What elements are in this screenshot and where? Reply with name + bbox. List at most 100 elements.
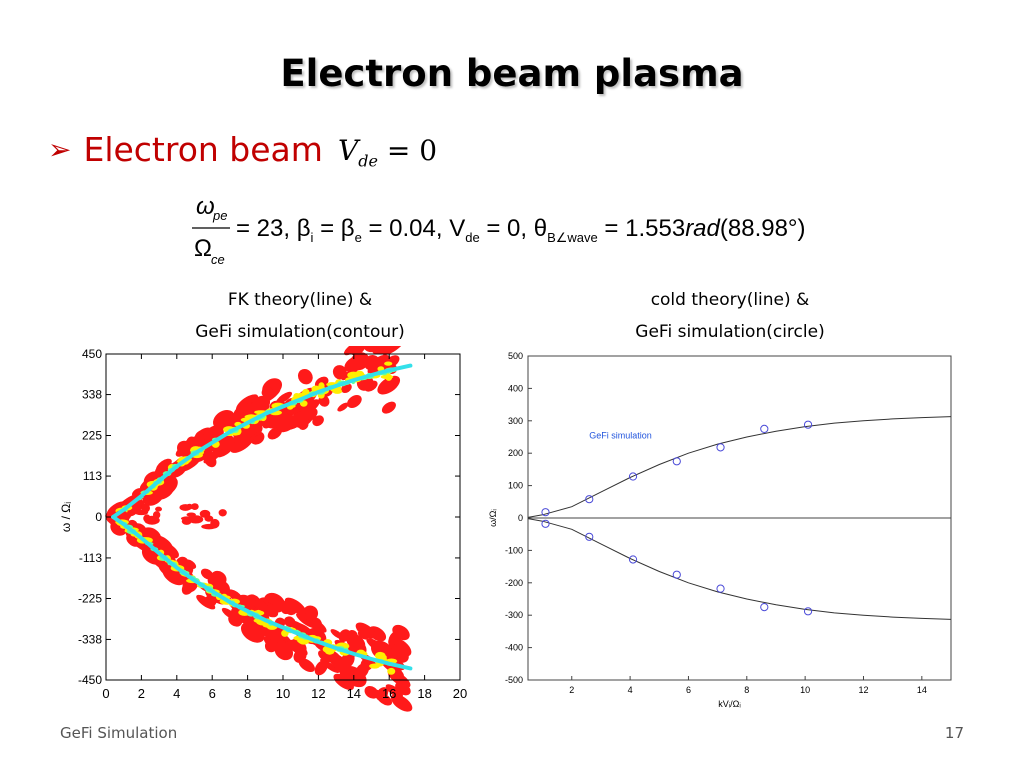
contour-blob-red: [228, 411, 249, 427]
contour-blob-red: [155, 506, 162, 512]
contour-blob-red: [181, 517, 192, 525]
left-caption-line1: FK theory(line) &: [227, 290, 373, 310]
contour-blob-red: [195, 430, 205, 439]
arrow-bullet-icon: ➢: [48, 133, 72, 166]
param-rad: rad: [685, 215, 720, 242]
y-tick-label: 113: [83, 469, 102, 483]
y-tick-label: -400: [505, 643, 523, 653]
x-tick-label: 4: [173, 686, 180, 701]
contour-blob-red: [181, 580, 195, 595]
param-eq5: = 1.553: [598, 215, 685, 242]
data-point-lower: [672, 570, 681, 579]
frac-denominator-sub: ce: [211, 252, 225, 267]
vde-rhs: = 0: [386, 134, 438, 167]
x-tick-label: 2: [138, 686, 145, 701]
contour-blob-red: [130, 538, 152, 554]
x-tick-label: 6: [209, 686, 216, 701]
theory-line-lower: [527, 518, 952, 620]
contour-blob-red: [330, 629, 344, 639]
param-deg: (88.98°): [720, 215, 806, 242]
data-point-lower: [803, 607, 813, 616]
contour-blob-red: [284, 616, 296, 628]
contour-blob-red: [389, 647, 406, 662]
data-point-lower: [541, 519, 550, 528]
contour-blob-red: [190, 503, 199, 510]
page-number: 17: [944, 724, 964, 742]
svg-text:= 23, βi = βe = 0.04, Vde = 0,: = 23, βi = βe = 0.04, Vde = 0, θB∠wave =…: [236, 215, 806, 245]
contour-blob-red: [201, 523, 217, 530]
y-tick-label: -338: [78, 632, 102, 646]
x-tick-label: 2: [569, 685, 574, 695]
left-caption-line2: GeFi simulation(contour): [195, 322, 405, 342]
contour-blob-red: [302, 605, 319, 621]
frac-numerator: ω: [196, 193, 215, 220]
data-point-upper: [585, 495, 594, 504]
footer-label: GeFi Simulation: [60, 724, 178, 742]
contour-blob-red: [314, 660, 328, 676]
contour-blob-red: [333, 658, 345, 670]
contour-blob-red: [385, 684, 403, 698]
contour-blob-red: [196, 594, 216, 610]
y-tick-label: -113: [79, 551, 102, 565]
param-beta-i-sub: i: [311, 230, 314, 245]
contour-blob-red: [177, 440, 192, 456]
param-eq1: = 23, β: [236, 215, 311, 242]
contour-blob-red: [200, 568, 214, 580]
cold-theory-scatter-chart: 500 400 300 200 100 0 -100 -200 -300 -400 -500 2 4 6 8…: [488, 351, 952, 709]
y-tick-label: 0: [95, 510, 102, 524]
contour-blob-red: [221, 607, 237, 620]
theory-line-upper: [111, 363, 413, 519]
param-eq3: = 0.04, V: [362, 215, 465, 242]
y-tick-label: 500: [508, 351, 523, 361]
contour-blob-yellow: [293, 392, 301, 400]
contour-blob-red: [362, 346, 380, 353]
contour-blob-red: [203, 448, 223, 464]
x-tick-label: 10: [800, 685, 810, 695]
contour-blob-red: [381, 401, 396, 414]
y-tick-label: 400: [508, 383, 523, 393]
contour-blob-red: [141, 503, 150, 513]
data-point-upper: [541, 508, 550, 517]
contour-blob-red: [297, 368, 313, 385]
contour-blob-red: [382, 346, 405, 356]
contour-blob-yellow: [379, 654, 387, 660]
contour-blob-yellow: [347, 371, 360, 379]
contour-blob-red: [251, 395, 271, 413]
y-tick-label: -225: [78, 592, 102, 606]
contour-blob-red: [296, 612, 317, 629]
contour-blob-yellow: [387, 667, 396, 675]
y-tick-label: 225: [82, 429, 102, 443]
params-equation: ω pe Ω ce = 23, βi = βe = 0.04, Vde = 0,…: [192, 193, 806, 267]
data-point-upper: [803, 420, 813, 429]
y-axis-label: ω/Ωᵢ: [488, 509, 498, 527]
x-tick-label: 14: [917, 685, 927, 695]
contour-blob-red: [291, 620, 313, 637]
right-caption-line1: cold theory(line) &: [650, 290, 810, 310]
contour-blob-red: [186, 512, 196, 517]
x-tick-label: 0: [102, 686, 109, 701]
contour-blob-red: [349, 346, 366, 356]
contour-blob-red: [254, 599, 268, 612]
data-point-upper: [628, 472, 638, 481]
y-tick-label: -500: [505, 675, 523, 685]
contour-blob-red: [355, 663, 369, 679]
theory-line-lower: [111, 515, 413, 671]
contour-blob-red: [363, 355, 380, 371]
param-beta-e-sub: e: [355, 230, 362, 245]
contour-blob-red: [284, 597, 307, 615]
bullet-text: Electron beam: [83, 130, 323, 169]
contour-blob-red: [392, 624, 410, 641]
contour-blob-red: [184, 559, 197, 569]
y-tick-label: -450: [78, 673, 102, 687]
y-axis-label: ω / Ωᵢ: [59, 502, 73, 532]
x-tick-label: 18: [417, 686, 431, 701]
fk-theory-contour-chart: 0 2 4 6 8 10 12 14 16 18 20 450 338 225 113 0 -113 -225 -3…: [59, 346, 467, 712]
contour-blob-red: [152, 511, 161, 519]
contour-blob-red: [286, 639, 308, 656]
contour-blob-red: [162, 567, 185, 586]
frac-numerator-sub: pe: [212, 208, 227, 223]
contour-blob-red: [332, 365, 347, 380]
y-tick-label: -300: [505, 610, 523, 620]
contour-blob-red: [395, 681, 411, 696]
contour-blob-red: [355, 622, 376, 639]
